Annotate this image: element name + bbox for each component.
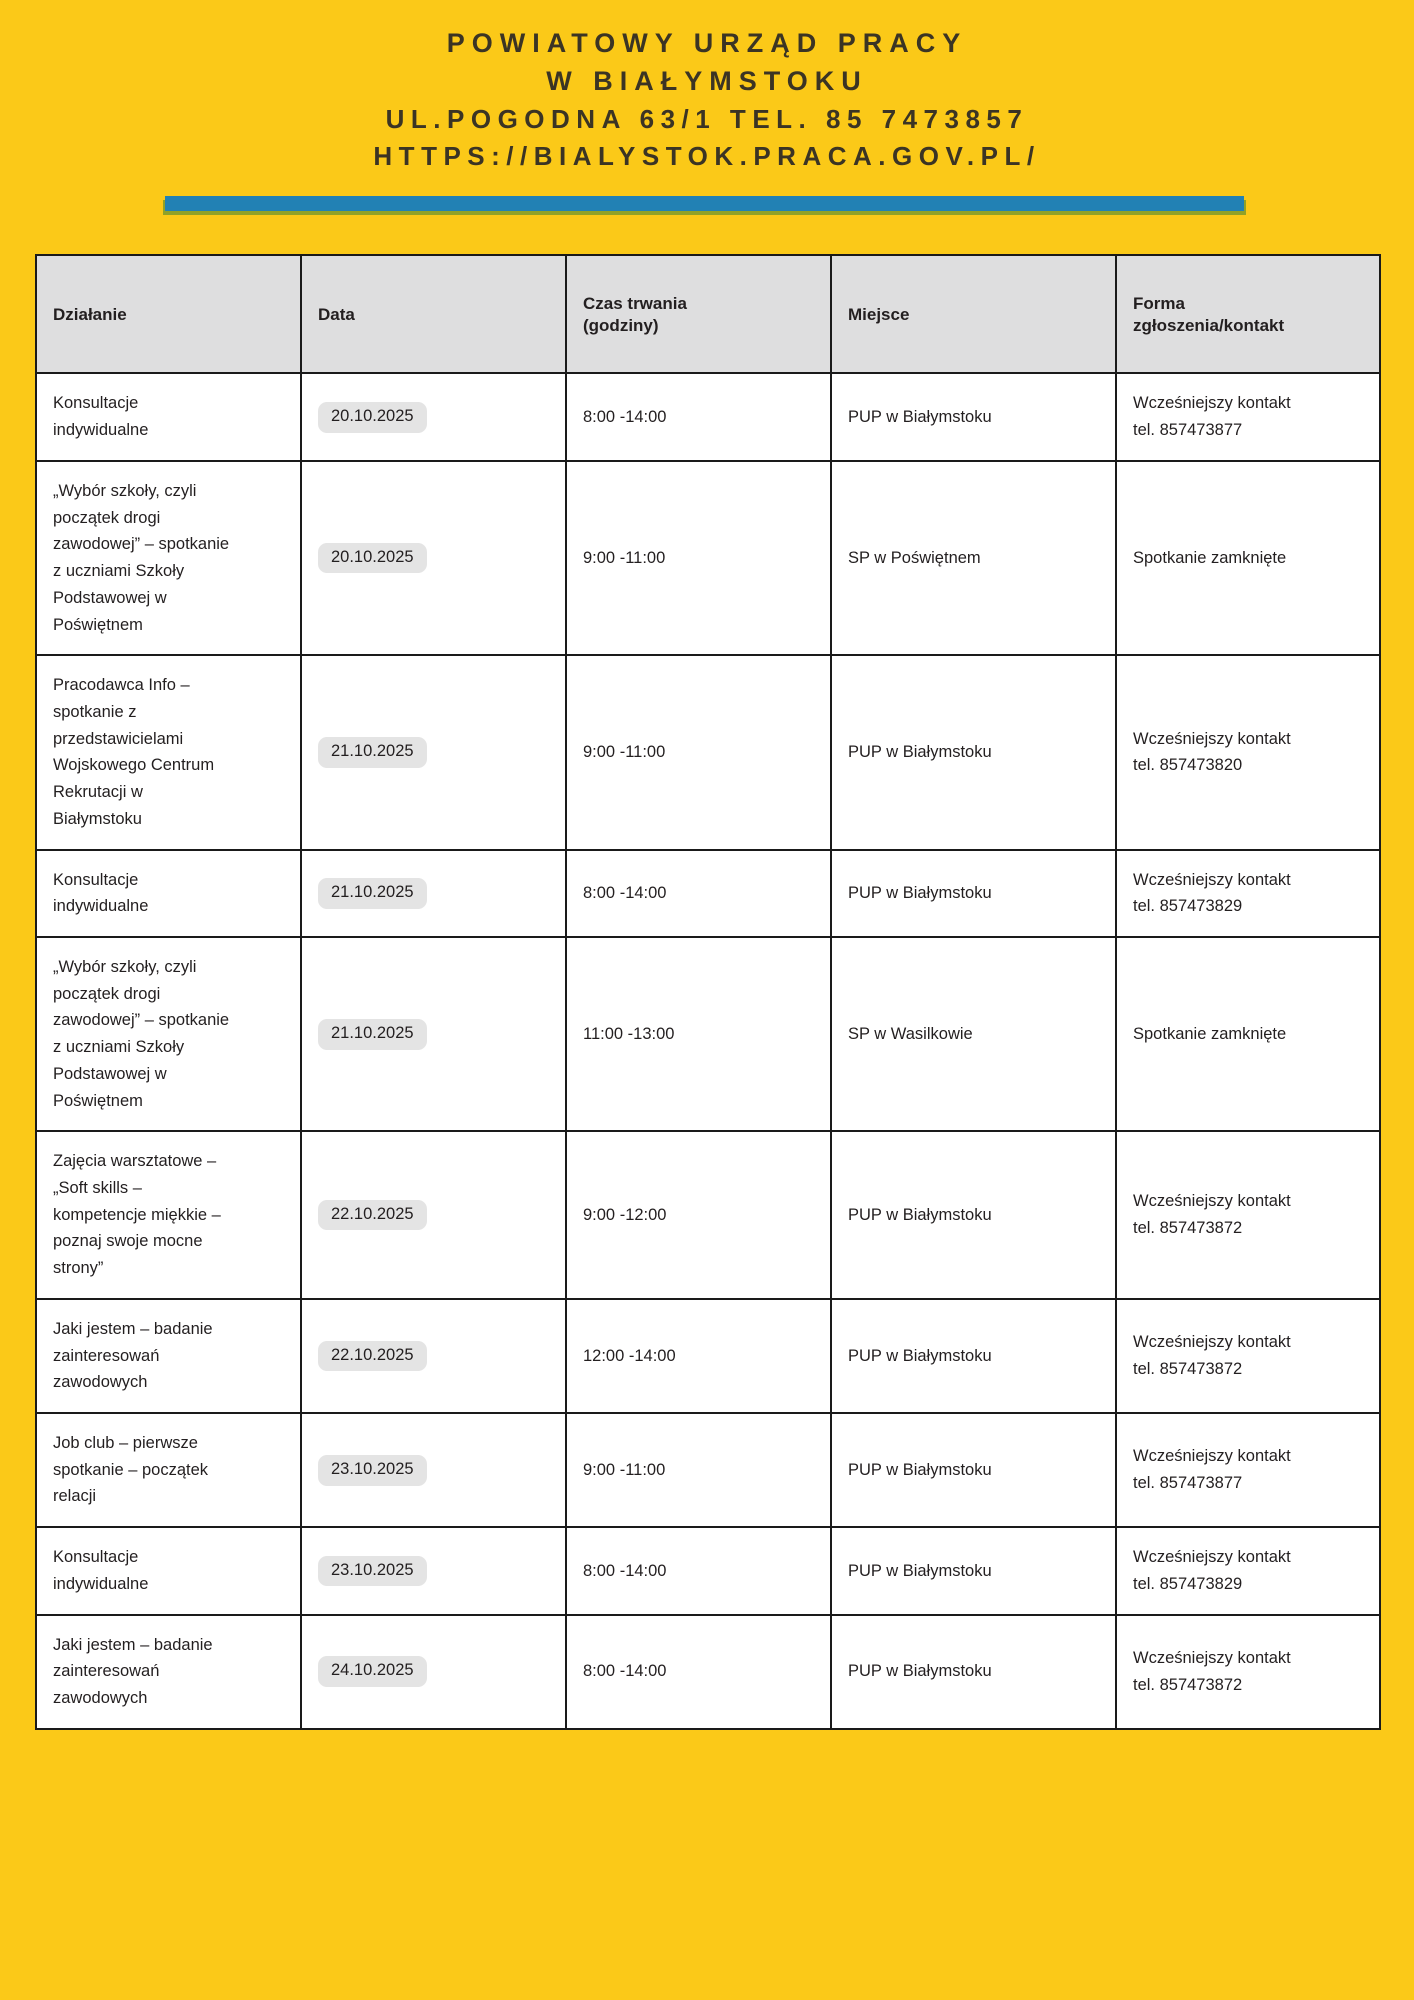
table-row: „Wybór szkoły, czyli początek drogi zawo… — [35, 935, 1381, 1133]
cell-data: 20.10.2025 — [300, 372, 567, 462]
table-row: Job club – pierwsze spotkanie – początek… — [35, 1412, 1381, 1529]
cell-data: 21.10.2025 — [300, 848, 567, 938]
date-badge: 22.10.2025 — [318, 1340, 427, 1372]
schedule-table: Działanie Data Czas trwania (godziny) Mi… — [35, 254, 1381, 1730]
org-name-line-2: W BIAŁYMSTOKU — [546, 66, 868, 97]
date-badge: 21.10.2025 — [318, 1018, 427, 1050]
cell-dzialanie: Jaki jestem – badanie zainteresowań zawo… — [35, 1613, 302, 1730]
table-row: Konsultacje indywidualne 20.10.2025 8:00 -… — [35, 372, 1381, 462]
date-badge: 20.10.2025 — [318, 542, 427, 574]
cell-data: 24.10.2025 — [300, 1613, 567, 1730]
cell-data: 23.10.2025 — [300, 1412, 567, 1529]
column-header-forma-zgloszenia: Forma zgłoszenia/kontakt — [1115, 254, 1381, 375]
cell-miejsce: PUP w Białymstoku — [830, 1613, 1117, 1730]
date-badge: 21.10.2025 — [318, 736, 427, 768]
org-name-line-1: POWIATOWY URZĄD PRACY — [446, 28, 968, 58]
divider-bar — [165, 196, 1244, 212]
cell-dzialanie: Job club – pierwsze spotkanie – początek… — [35, 1412, 302, 1529]
cell-data: 22.10.2025 — [300, 1297, 567, 1415]
date-badge: 23.10.2025 — [318, 1454, 427, 1486]
cell-czas-trwania: 12:00 -14:00 — [565, 1297, 832, 1415]
cell-dzialanie: Konsultacje indywidualne — [35, 1526, 302, 1616]
cell-forma-zgloszenia: Wcześniejszy kontakt tel. 857473877 — [1115, 372, 1381, 462]
cell-miejsce: SP w Wasilkowie — [830, 935, 1117, 1133]
cell-czas-trwania: 8:00 -14:00 — [565, 1613, 832, 1730]
cell-dzialanie: „Wybór szkoły, czyli początek drogi zawo… — [35, 935, 302, 1133]
column-header-dzialanie: Działanie — [35, 254, 302, 375]
cell-miejsce: PUP w Białymstoku — [830, 372, 1117, 462]
column-header-data: Data — [300, 254, 567, 375]
cell-czas-trwania: 8:00 -14:00 — [565, 372, 832, 462]
table-row: Konsultacje indywidualne 23.10.2025 8:00 -… — [35, 1526, 1381, 1616]
cell-forma-zgloszenia: Wcześniejszy kontakt tel. 857473872 — [1115, 1297, 1381, 1415]
cell-miejsce: PUP w Białymstoku — [830, 1297, 1117, 1415]
date-badge: 20.10.2025 — [318, 401, 427, 433]
cell-czas-trwania: 11:00 -13:00 — [565, 935, 832, 1133]
date-badge: 23.10.2025 — [318, 1555, 427, 1587]
column-header-czas-trwania: Czas trwania (godziny) — [565, 254, 832, 375]
cell-miejsce: PUP w Białymstoku — [830, 848, 1117, 938]
page-header: POWIATOWY URZĄD PRACY W BIAŁYMSTOKU UL.P… — [0, 0, 1414, 174]
cell-forma-zgloszenia: Wcześniejszy kontakt tel. 857473877 — [1115, 1412, 1381, 1529]
table-body: Konsultacje indywidualne 20.10.2025 8:00 -… — [35, 372, 1381, 1730]
cell-data: 21.10.2025 — [300, 654, 567, 851]
cell-data: 23.10.2025 — [300, 1526, 567, 1616]
table-head: Działanie Data Czas trwania (godziny) Mi… — [35, 254, 1381, 375]
table-row: Zajęcia warsztatowe – „Soft skills – kom… — [35, 1130, 1381, 1300]
schedule-table-wrap: Działanie Data Czas trwania (godziny) Mi… — [0, 254, 1414, 1769]
org-website-line: HTTPS://BIALYSTOK.PRACA.GOV.PL/ — [373, 140, 1041, 171]
cell-dzialanie: Konsultacje indywidualne — [35, 848, 302, 938]
cell-dzialanie: Konsultacje indywidualne — [35, 372, 302, 462]
table-row: Jaki jestem – badanie zainteresowań zawo… — [35, 1613, 1381, 1730]
cell-dzialanie: Pracodawca Info – spotkanie z przedstawi… — [35, 654, 302, 851]
table-row: Pracodawca Info – spotkanie z przedstawi… — [35, 654, 1381, 851]
org-address-line: UL.POGODNA 63/1 TEL. 85 7473857 — [385, 103, 1029, 134]
cell-forma-zgloszenia: Wcześniejszy kontakt tel. 857473872 — [1115, 1130, 1381, 1300]
cell-data: 22.10.2025 — [300, 1130, 567, 1300]
cell-czas-trwania: 9:00 -12:00 — [565, 1130, 832, 1300]
cell-dzialanie: Jaki jestem – badanie zainteresowań zawo… — [35, 1297, 302, 1415]
table-row: Konsultacje indywidualne 21.10.2025 8:00 -… — [35, 848, 1381, 938]
cell-forma-zgloszenia: Wcześniejszy kontakt tel. 857473829 — [1115, 848, 1381, 938]
cell-dzialanie: „Wybór szkoły, czyli początek drogi zawo… — [35, 459, 302, 657]
table-row: Jaki jestem – badanie zainteresowań zawo… — [35, 1297, 1381, 1415]
cell-czas-trwania: 8:00 -14:00 — [565, 848, 832, 938]
cell-czas-trwania: 9:00 -11:00 — [565, 459, 832, 657]
cell-czas-trwania: 9:00 -11:00 — [565, 1412, 832, 1529]
column-header-miejsce: Miejsce — [830, 254, 1117, 375]
table-header-row: Działanie Data Czas trwania (godziny) Mi… — [35, 254, 1381, 375]
cell-forma-zgloszenia: Spotkanie zamknięte — [1115, 935, 1381, 1133]
cell-forma-zgloszenia: Spotkanie zamknięte — [1115, 459, 1381, 657]
cell-data: 21.10.2025 — [300, 935, 567, 1133]
cell-forma-zgloszenia: Wcześniejszy kontakt tel. 857473820 — [1115, 654, 1381, 851]
cell-forma-zgloszenia: Wcześniejszy kontakt tel. 857473872 — [1115, 1613, 1381, 1730]
cell-czas-trwania: 8:00 -14:00 — [565, 1526, 832, 1616]
cell-miejsce: PUP w Białymstoku — [830, 1130, 1117, 1300]
table-row: „Wybór szkoły, czyli początek drogi zawo… — [35, 459, 1381, 657]
cell-czas-trwania: 9:00 -11:00 — [565, 654, 832, 851]
cell-miejsce: PUP w Białymstoku — [830, 1526, 1117, 1616]
date-badge: 21.10.2025 — [318, 877, 427, 909]
date-badge: 22.10.2025 — [318, 1199, 427, 1231]
cell-dzialanie: Zajęcia warsztatowe – „Soft skills – kom… — [35, 1130, 302, 1300]
cell-miejsce: PUP w Białymstoku — [830, 654, 1117, 851]
cell-data: 20.10.2025 — [300, 459, 567, 657]
cell-forma-zgloszenia: Wcześniejszy kontakt tel. 857473829 — [1115, 1526, 1381, 1616]
cell-miejsce: PUP w Białymstoku — [830, 1412, 1117, 1529]
header-divider — [0, 196, 1414, 216]
cell-miejsce: SP w Poświętnem — [830, 459, 1117, 657]
date-badge: 24.10.2025 — [318, 1656, 427, 1688]
